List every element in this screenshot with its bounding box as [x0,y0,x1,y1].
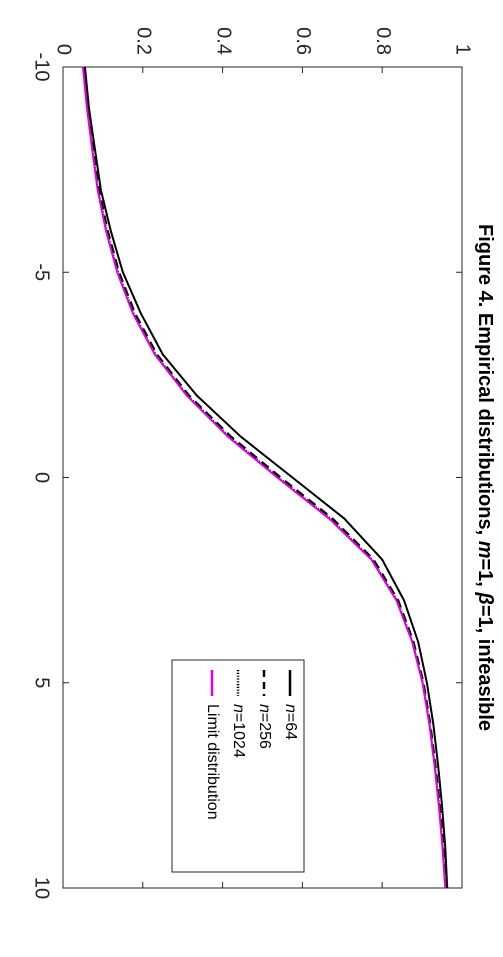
legend-label-part: Limit distribution [204,704,221,820]
legend-label-3: n=1024 [230,704,247,758]
legend-label-2: n=256 [256,704,273,749]
legend-label-1: n=64 [282,704,299,740]
legend-label-4: Limit distribution [204,704,221,820]
chart-title-part: β [474,591,496,604]
series-line-4 [81,66,447,889]
legend-label-part: n [282,704,299,713]
y-tick-label: 1 [452,44,474,55]
legend-label-part: n [230,704,247,713]
x-tick-label: -5 [31,263,53,281]
chart-title-part: =1, infeasible [474,605,496,731]
chart-title-part: =1, [474,559,496,593]
y-tick-label: 0.4 [212,27,234,55]
chart-title-part: Figure 4. Empirical distributions, [474,224,496,541]
y-tick-label: 0 [53,44,75,55]
chart-title-part: m [474,541,496,559]
x-tick-label: 0 [31,472,53,483]
y-tick-label: 0.6 [292,27,314,55]
x-tick-label: 10 [31,877,53,899]
x-tick-label: 5 [31,677,53,688]
legend-label-part: =256 [256,713,273,749]
legend-label-part: =1024 [230,713,247,758]
series-line-1 [83,66,449,889]
legend-box [171,659,305,873]
legend-label-part: =64 [282,713,299,740]
y-tick-label: 0.2 [133,27,155,55]
x-tick-label: -10 [31,53,53,82]
legend-label-part: n [256,704,273,713]
chart-title: Figure 4. Empirical distributions, m =1, … [474,224,496,731]
y-tick-label: 0.8 [372,27,394,55]
